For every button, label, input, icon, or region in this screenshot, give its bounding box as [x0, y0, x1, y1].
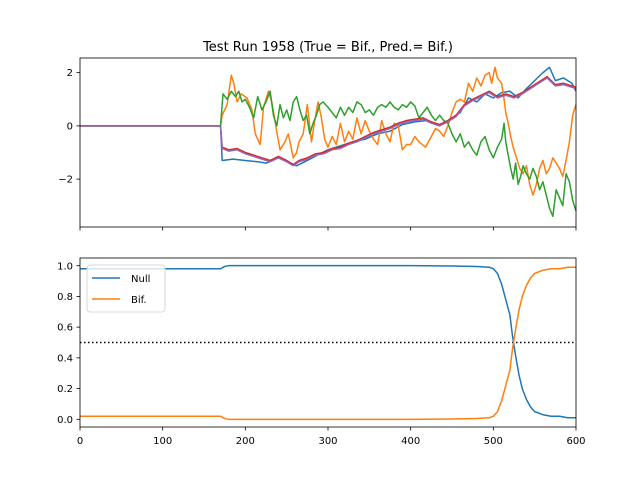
bottom-x-tick-label: 100	[153, 436, 172, 447]
bottom-x-tick-label: 200	[236, 436, 255, 447]
bottom-axis-ticks: 0 100 200 300 400 500 600 0.0 0.2 0.4 0.6 0.8 1.0	[57, 261, 585, 447]
legend-box	[86, 264, 166, 313]
top-series-line-1	[80, 66, 577, 196]
top-series-line-2	[80, 90, 577, 218]
bottom-x-tick-label: 0	[77, 436, 83, 447]
legend-label-null: Null	[131, 274, 150, 285]
bottom-y-tick-label: 1.0	[57, 261, 73, 272]
top-y-tick-label: −2	[58, 175, 73, 186]
bottom-x-tick-label: 400	[401, 436, 420, 447]
top-y-tick-label: 2	[67, 68, 73, 79]
bottom-y-tick-label: 0.8	[57, 292, 73, 303]
bottom-x-tick-label: 300	[318, 436, 337, 447]
legend: Null Bif.	[86, 264, 166, 313]
bottom-series-line-null	[80, 264, 576, 419]
bottom-series-lines	[80, 264, 576, 421]
bottom-y-tick-label: 0.6	[57, 323, 73, 334]
bottom-y-tick-label: 0.4	[57, 353, 73, 364]
top-axis-ticks: 2 0 −2	[58, 68, 577, 231]
legend-label-bif: Bif.	[131, 295, 147, 306]
bottom-axes: 0 100 200 300 400 500 600 0.0 0.2 0.4 0.6 0.8 1.0 Nu…	[57, 257, 586, 447]
top-series-line-3	[80, 75, 577, 166]
bottom-series-line-bif	[80, 266, 576, 421]
top-series-line-4	[80, 77, 577, 167]
bottom-x-tick-label: 600	[566, 436, 585, 447]
bottom-axes-frame	[79, 257, 577, 428]
top-y-tick-label: 0	[67, 121, 73, 132]
top-series-lines	[80, 66, 577, 218]
top-axes: Test Run 1958 (True = Bif., Pred.= Bif.)…	[58, 40, 577, 231]
bottom-y-tick-label: 0.2	[57, 384, 73, 395]
bottom-x-tick-label: 500	[484, 436, 503, 447]
top-chart-title: Test Run 1958 (True = Bif., Pred.= Bif.)	[202, 40, 453, 55]
bottom-y-tick-label: 0.0	[57, 415, 73, 426]
top-axes-frame	[79, 57, 577, 228]
